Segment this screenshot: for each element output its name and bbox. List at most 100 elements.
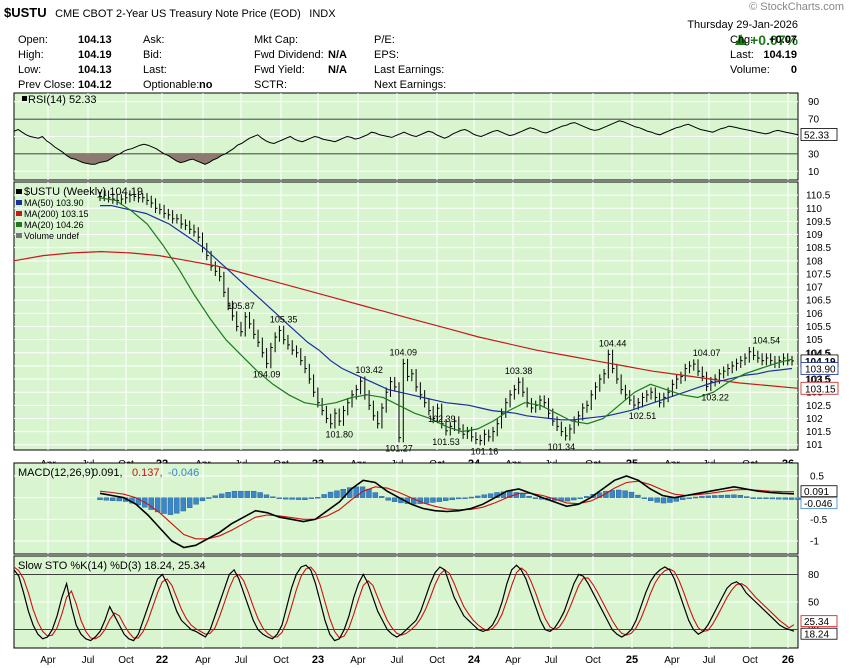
macd-histogram-bar — [295, 497, 302, 500]
quote-value: 104.13 — [78, 34, 112, 46]
macd-histogram-bar — [186, 497, 193, 508]
x-tick-label-bottom: Oct — [429, 655, 445, 666]
macd-histogram-bar — [148, 497, 154, 510]
y-tick-label: 102 — [806, 414, 823, 425]
price-legend-entry: MA(200) 103.15 — [24, 209, 89, 219]
macd-histogram-bar — [193, 497, 199, 505]
quote-label: Last Earnings: — [374, 64, 445, 76]
macd-histogram-bar — [302, 497, 308, 500]
macd-histogram-bar — [564, 497, 571, 502]
header-date: Thursday 29-Jan-2026 — [687, 19, 798, 31]
macd-histogram-bar — [391, 497, 398, 502]
macd-histogram-bar — [110, 497, 116, 501]
symbol-title[interactable]: $USTU — [4, 5, 47, 20]
macd-histogram-bar — [385, 497, 391, 501]
macd-histogram-bar — [135, 497, 142, 506]
quote-label: Open: — [18, 34, 48, 46]
macd-histogram-bar — [276, 497, 283, 499]
x-tick-label-bottom: Apr — [664, 655, 680, 666]
exchange-label: INDX — [309, 8, 336, 20]
price-annotation: 101.34 — [548, 442, 576, 452]
macd-histogram-bar — [782, 497, 788, 500]
x-tick-label-bottom: 22 — [156, 654, 168, 666]
quote-value: 0 — [790, 64, 797, 76]
y-tick-label: 103.5 — [806, 375, 831, 386]
quote-label: Ask: — [143, 34, 165, 46]
x-tick-label-bottom: Jul — [545, 655, 558, 666]
macd-histogram-bar — [519, 493, 526, 498]
chart-header: $USTU CME CBOT 2-Year US Treasury Note P… — [4, 4, 336, 22]
quote-label: Optionable: — [143, 79, 200, 91]
price-annotation: 104.09 — [390, 348, 418, 358]
y-tick-label: 108 — [806, 256, 823, 267]
price-annotation: 103.42 — [355, 365, 383, 375]
macd-last-badge — [800, 485, 838, 498]
macd-histogram-bar — [97, 497, 103, 501]
rsi-line — [13, 120, 799, 165]
price-legend-swatch — [16, 211, 22, 216]
price-annotation: 101.80 — [325, 430, 353, 440]
y-tick-label: 104.5 — [806, 348, 831, 359]
quote-label: Prev Close: — [18, 79, 75, 91]
macd-histogram-bar — [167, 497, 174, 515]
macd-histogram-bar — [481, 494, 487, 498]
price-last-badge — [800, 362, 839, 375]
price-annotation: 104.54 — [753, 336, 781, 346]
price-annotation: 103.22 — [701, 392, 729, 402]
macd-histogram-bar — [372, 492, 379, 498]
y-tick-label: 110.5 — [806, 191, 831, 202]
macd-histogram-bar — [712, 495, 718, 498]
x-tick-label-bottom: Oct — [118, 655, 134, 666]
macd-histogram-bar — [526, 495, 532, 498]
quote-value: N/A — [328, 64, 347, 76]
rsi-tick-label: 10 — [808, 167, 820, 178]
y-tick-label: 109 — [806, 230, 823, 241]
rsi-tick-label: 90 — [808, 97, 820, 108]
quote-label: Bid: — [143, 49, 162, 61]
macd-histogram-bar — [116, 497, 122, 502]
x-tick-label-bottom: Oct — [742, 655, 758, 666]
macd-histogram-bar — [622, 490, 628, 498]
macd-histogram-bar — [411, 497, 417, 505]
stochastic-title: Slow STO %K(14) %D(3) 18.24, 25.34 — [18, 560, 206, 572]
y-tick-label: -1 — [810, 537, 819, 548]
macd-histogram-bar — [161, 497, 167, 514]
rsi-legend-swatch — [22, 96, 27, 101]
macd-histogram-bar — [257, 492, 263, 498]
quote-value: 104.13 — [78, 64, 112, 76]
price-legend-entry: MA(20) 104.26 — [24, 220, 84, 230]
x-tick-label-bottom: Apr — [350, 655, 366, 666]
x-tick-label-bottom: 26 — [782, 654, 794, 666]
macd-histogram-bar — [744, 496, 750, 498]
macd-histogram-bar — [635, 494, 641, 498]
quote-label: Fwd Yield: — [254, 64, 305, 76]
price-annotation: 103.38 — [505, 366, 533, 376]
macd-histogram-bar — [660, 497, 667, 504]
macd-histogram-bar — [455, 497, 462, 500]
macd-histogram-bar — [571, 497, 577, 501]
macd-histogram-bar — [353, 486, 359, 498]
price-annotation: 104.09 — [253, 370, 281, 380]
macd-histogram-bar — [654, 497, 660, 503]
macd-histogram-bar — [263, 494, 270, 498]
quote-label: Volume: — [730, 64, 770, 76]
price-last-label: 104.5 — [805, 349, 830, 360]
rsi-title: RSI(14) 52.33 — [28, 94, 96, 106]
price-annotation: 104.44 — [599, 338, 627, 348]
x-tick-label-bottom: Apr — [195, 655, 211, 666]
macd-histogram-bar — [218, 493, 225, 498]
rsi-tick-label: 30 — [808, 149, 820, 160]
macd-histogram-bar — [788, 497, 795, 500]
macd-histogram-bar — [680, 497, 686, 500]
x-tick-label-bottom: Jul — [82, 655, 95, 666]
y-tick-label: 108.5 — [806, 243, 831, 254]
quote-value: 104.19 — [763, 49, 797, 61]
macd-histogram-bar — [648, 497, 654, 501]
macd-histogram-bar — [436, 497, 443, 502]
macd-histogram-bar — [308, 497, 315, 499]
macd-histogram-bar — [583, 496, 590, 498]
x-tick-label-bottom: Jul — [391, 655, 404, 666]
rsi-last-badge — [800, 128, 838, 141]
x-tick-label-bottom: Jul — [703, 655, 716, 666]
